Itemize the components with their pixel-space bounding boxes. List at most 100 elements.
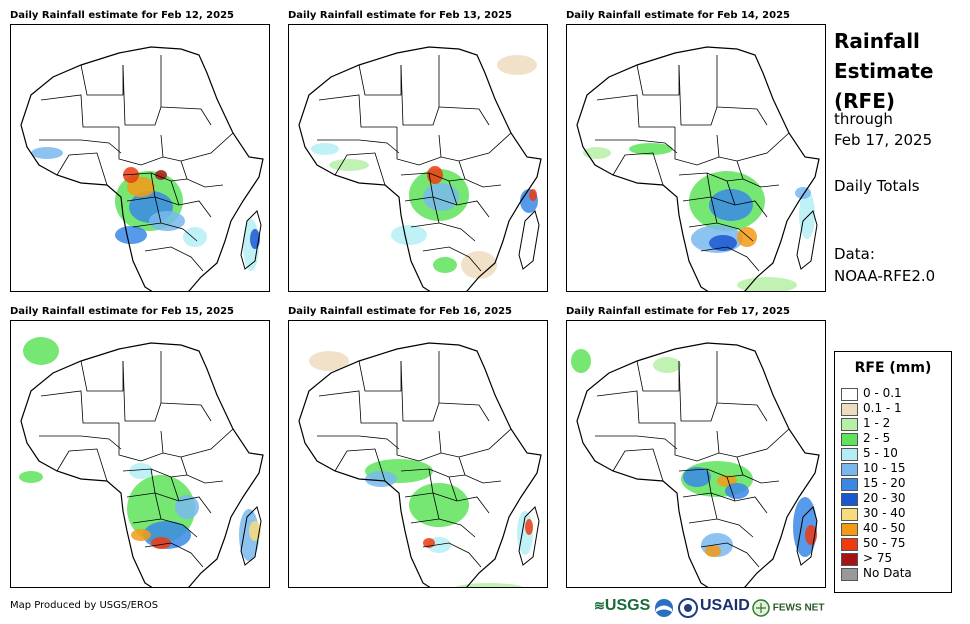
continent-outline <box>20 46 264 291</box>
usaid-logo-text: USAID <box>700 597 750 614</box>
legend-label: > 75 <box>863 551 893 565</box>
rainfall-area <box>115 226 147 244</box>
continent-outline <box>576 342 820 587</box>
map-canvas <box>571 342 820 587</box>
rainfall-area <box>705 545 721 557</box>
madagascar-outline <box>518 210 540 270</box>
country-border <box>170 180 180 206</box>
legend-item: 2 - 5 <box>841 431 947 446</box>
country-border <box>458 456 466 476</box>
rainfall-area <box>423 183 459 211</box>
rainfall-area <box>131 529 151 541</box>
country-border <box>448 180 458 206</box>
country-border <box>422 246 482 272</box>
country-border <box>56 152 108 186</box>
madagascar-outline <box>240 506 262 566</box>
continent-outline <box>298 46 542 291</box>
country-border <box>595 139 678 154</box>
country-border <box>80 360 124 392</box>
rainfall-area <box>19 471 43 483</box>
product-title: Rainfall Estimate (RFE) <box>834 26 964 116</box>
rainfall-area <box>409 483 469 527</box>
legend-swatch <box>841 418 858 431</box>
map-panel-feb-14: Daily Rainfall estimate for Feb 14, 2025 <box>566 9 828 293</box>
rainfall-area <box>709 189 753 221</box>
country-border <box>334 152 386 186</box>
madagascar-outline <box>240 210 262 270</box>
country-border <box>396 127 512 166</box>
title-line: Rainfall <box>834 29 920 53</box>
legend-label: 10 - 15 <box>863 461 906 475</box>
rainfall-area <box>629 143 673 155</box>
country-border <box>56 448 108 482</box>
madagascar-outline <box>796 506 818 566</box>
title-line: (RFE) <box>834 89 896 113</box>
panel-title: Daily Rainfall estimate for Feb 15, 2025 <box>10 306 234 317</box>
legend-item: No Data <box>841 566 947 581</box>
country-border <box>706 172 712 198</box>
usgs-logo-text: USGS <box>604 597 651 614</box>
country-border <box>122 55 162 126</box>
country-border <box>160 402 212 422</box>
rainfall-area <box>737 277 797 291</box>
legend-swatch <box>841 568 858 581</box>
country-border <box>710 492 718 520</box>
continent-outline <box>20 342 264 587</box>
rainfall-area <box>151 537 171 549</box>
country-border <box>612 448 664 482</box>
country-border <box>716 430 720 454</box>
country-border <box>410 518 476 538</box>
legend-label: 40 - 50 <box>863 521 906 535</box>
data-label: Data: <box>834 245 875 263</box>
rainfall-area <box>525 519 533 535</box>
country-border <box>144 542 204 568</box>
country-border <box>317 435 400 450</box>
rainfall-area <box>653 357 681 373</box>
country-border <box>678 55 718 126</box>
panel-title: Daily Rainfall estimate for Feb 16, 2025 <box>288 306 512 317</box>
country-border <box>132 518 198 538</box>
legend-label: 20 - 30 <box>863 491 906 505</box>
country-border <box>80 64 124 96</box>
country-border <box>180 160 188 180</box>
map-canvas <box>19 337 264 587</box>
map-panel-feb-15: Daily Rainfall estimate for Feb 15, 2025 <box>10 305 272 589</box>
country-border <box>700 246 760 272</box>
legend-item: > 75 <box>841 551 947 566</box>
country-border <box>678 468 780 484</box>
rainfall-area <box>391 225 427 245</box>
country-border <box>396 423 512 462</box>
country-border <box>317 139 400 154</box>
country-border <box>716 402 768 422</box>
country-border <box>736 160 744 180</box>
country-border <box>160 430 164 454</box>
map-canvas <box>298 46 542 291</box>
country-border <box>400 172 502 188</box>
map-panel-feb-13: Daily Rainfall estimate for Feb 13, 2025 <box>288 9 550 293</box>
rainfall-area <box>129 463 153 479</box>
country-border <box>170 476 180 502</box>
rainfall-map <box>288 320 548 588</box>
rainfall-map <box>288 24 548 292</box>
legend-label: 15 - 20 <box>863 476 906 490</box>
rainfall-area <box>23 337 59 365</box>
country-border <box>118 423 234 462</box>
country-border <box>716 106 768 126</box>
country-border <box>118 127 234 166</box>
country-border <box>448 476 458 502</box>
country-border <box>438 106 490 126</box>
legend-item: 40 - 50 <box>841 521 947 536</box>
legend-label: 2 - 5 <box>863 431 891 445</box>
legend-item: 0 - 0.1 <box>841 386 947 401</box>
country-border <box>674 423 790 462</box>
through-label: through <box>834 110 893 128</box>
legend-swatch <box>841 448 858 461</box>
legend-swatch <box>841 478 858 491</box>
legend-item: 10 - 15 <box>841 461 947 476</box>
rainfall-area <box>799 191 815 239</box>
country-border <box>432 196 440 224</box>
country-border <box>122 172 224 188</box>
usaid-logo: USAID <box>700 597 750 619</box>
legend-label: No Data <box>863 566 912 580</box>
